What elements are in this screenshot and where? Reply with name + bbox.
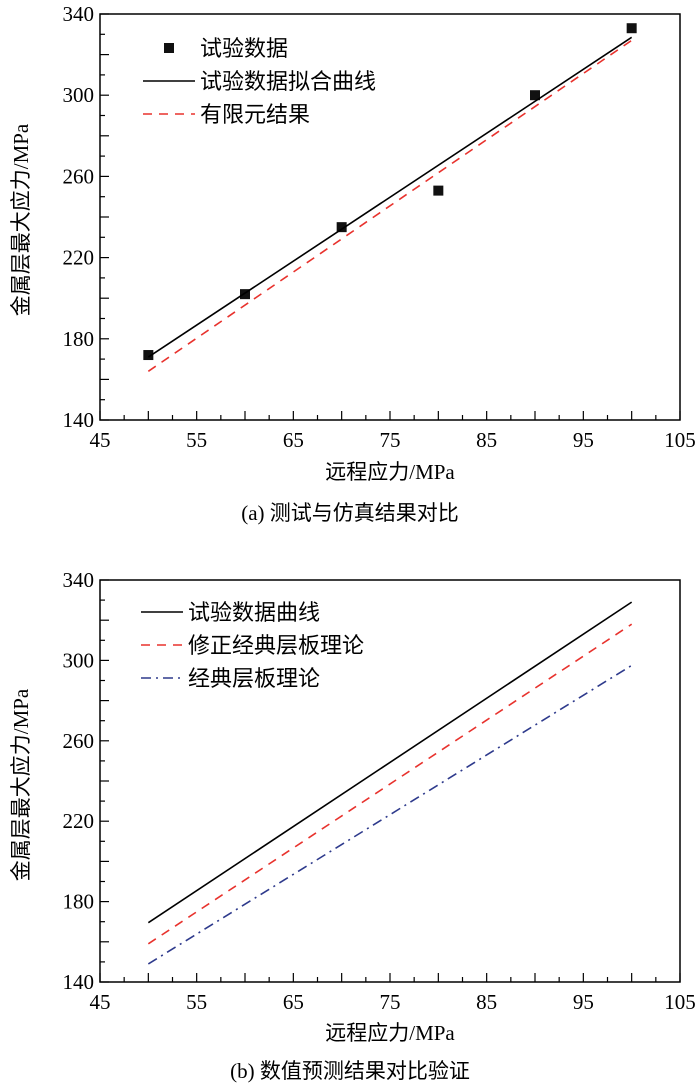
series-line-2: [147, 623, 633, 945]
y-tick-label: 180: [63, 890, 95, 914]
y-tick-label: 220: [63, 809, 95, 833]
legend-label: 试验数据: [200, 37, 288, 62]
y-tick-label: 140: [63, 970, 95, 994]
series-line-3: [147, 664, 633, 965]
legend-label: 经典层板理论: [188, 667, 320, 692]
x-axis-label-b: 远程应力/MPa: [325, 1021, 455, 1045]
y-tick-label: 140: [63, 408, 95, 432]
x-tick-label: 65: [283, 428, 304, 452]
data-point: [530, 90, 540, 101]
chart-a: 45 55 65 75 85 95 105 140 180 220 260 300 340 试验数据试验数…: [63, 2, 696, 452]
series-line-1: [147, 601, 633, 924]
legend-label: 有限元结果: [200, 103, 310, 128]
x-tick-label: 95: [573, 990, 594, 1014]
x-tick-label: 55: [186, 990, 207, 1014]
x-tick-label: 55: [186, 428, 207, 452]
y-tick-label: 260: [63, 164, 95, 188]
plot-frame: [99, 579, 681, 983]
chart-b: 45 55 65 75 85 95 105 140 180 220 260 300 340 试验数据曲线修…: [63, 568, 696, 1014]
y-axis-label-a: 金属层最大应力/MPa: [9, 123, 33, 317]
x-tick-label: 45: [90, 990, 111, 1014]
x-tick-label: 45: [90, 428, 111, 452]
y-tick-label: 300: [63, 83, 95, 107]
x-tick-label: 105: [664, 990, 696, 1014]
y-tick-label: 180: [63, 327, 95, 351]
y-axis-label-b: 金属层最大应力/MPa: [9, 688, 33, 882]
series-line-2: [147, 36, 633, 358]
x-axis-label-a: 远程应力/MPa: [325, 460, 455, 484]
x-tick-label: 85: [476, 990, 497, 1014]
legend-label: 试验数据拟合曲线: [200, 70, 376, 95]
x-tick-label: 85: [476, 428, 497, 452]
data-point: [626, 23, 637, 34]
x-tick-label: 75: [380, 428, 401, 452]
legend-label: 修正经典层板理论: [188, 634, 364, 659]
x-tick-label: 75: [380, 990, 401, 1014]
data-point: [336, 222, 347, 233]
plot-frame: [99, 13, 681, 421]
y-tick-label: 260: [63, 729, 95, 753]
x-tick-label: 105: [664, 428, 696, 452]
caption-a: (a) 测试与仿真结果对比: [241, 501, 459, 525]
x-tick-label: 95: [573, 428, 594, 452]
series-line-3: [147, 39, 633, 372]
y-tick-label: 340: [63, 2, 95, 26]
x-tick-label: 65: [283, 990, 304, 1014]
data-point: [433, 185, 444, 196]
legend-marker: [164, 43, 174, 53]
data-point: [240, 289, 250, 300]
data-point: [143, 350, 154, 361]
legend-label: 试验数据曲线: [188, 601, 320, 626]
caption-b: (b) 数值预测结果对比验证: [230, 1059, 470, 1083]
y-tick-label: 300: [63, 648, 95, 672]
y-tick-label: 220: [63, 246, 95, 270]
y-tick-label: 340: [63, 568, 95, 592]
